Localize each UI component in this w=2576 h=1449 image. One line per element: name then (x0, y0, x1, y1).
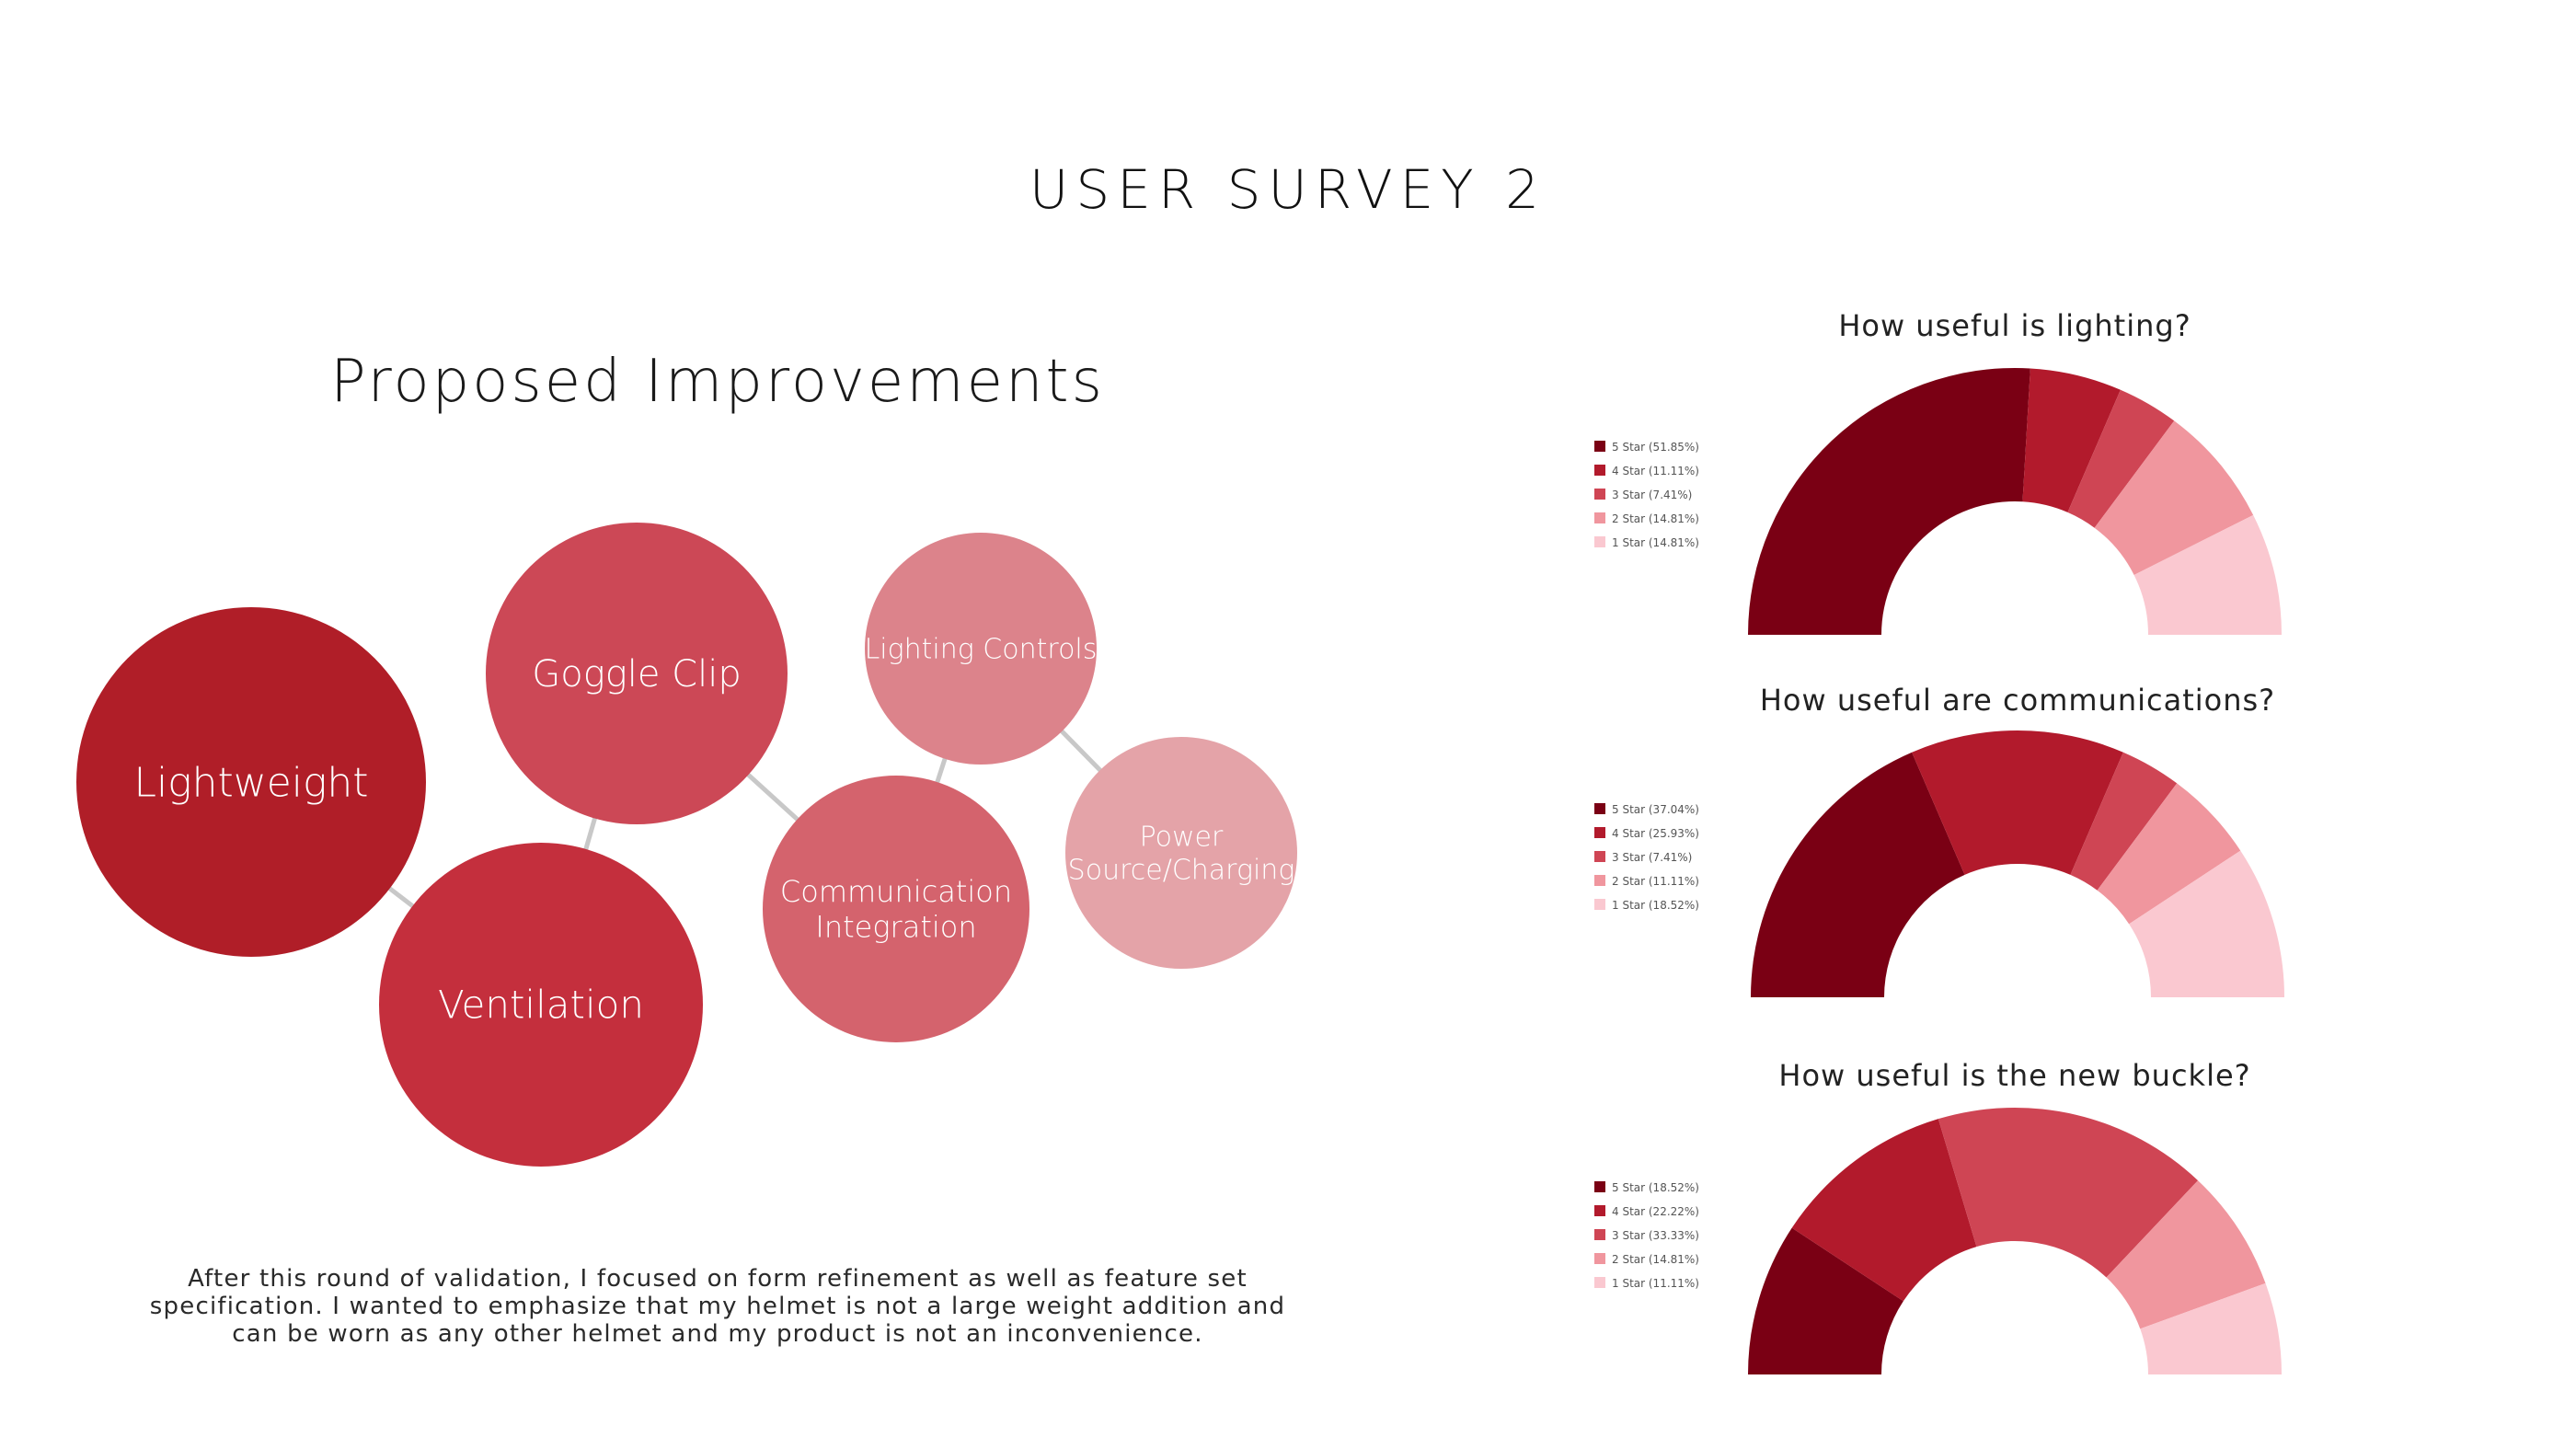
legend-label: 2 Star (14.81%) (1612, 512, 1699, 525)
legend-label: 4 Star (25.93%) (1612, 827, 1699, 840)
donut-slice-1-star (2133, 514, 2282, 635)
bubble-lighting-controls: Lighting Controls (865, 533, 1098, 765)
bubble-circle-lighting-controls (865, 533, 1097, 765)
legend-label: 4 Star (11.11%) (1612, 465, 1699, 477)
donut-slice-2-star (2097, 783, 2241, 925)
half-donut-chart-2: How useful are communications? 5 Star (37… (1594, 683, 2284, 997)
legend-swatch (1594, 875, 1605, 886)
donut-slice-4-star (2022, 368, 2121, 512)
bubble-circle-lightweight (76, 607, 426, 957)
donut-slice-5-star (1751, 752, 1965, 997)
half-donut-chart-1: How useful is lighting? 5 Star (51.85%) 4 … (1594, 308, 2282, 635)
legend-swatch (1594, 441, 1605, 452)
legend-swatch (1594, 827, 1605, 838)
description-paragraph: After this round of validation, I focuse… (149, 1265, 1286, 1348)
donut-slice-4-star (1912, 730, 2123, 875)
chart-legend: 5 Star (51.85%) 4 Star (11.11%) 3 Star (7.… (1594, 441, 1699, 549)
legend-label: 5 Star (37.04%) (1612, 803, 1699, 816)
donut-slice-1-star (2140, 1282, 2282, 1374)
donut-slice-3-star (2070, 752, 2178, 891)
chart-title: How useful is lighting? (1838, 308, 2191, 343)
donut-slice-2-star (2106, 1180, 2266, 1329)
chart-title: How useful are communications? (1760, 683, 2275, 718)
legend-label: 2 Star (11.11%) (1612, 875, 1699, 888)
donut-slice-2-star (2094, 420, 2254, 575)
half-donut-chart-3: How useful is the new buckle? 5 Star (18.… (1594, 1058, 2282, 1374)
legend-swatch (1594, 899, 1605, 910)
legend-swatch (1594, 512, 1605, 523)
bubble-label-lightweight: Lightweight (133, 759, 368, 806)
page-title: USER SURVEY 2 (1029, 158, 1547, 221)
legend-swatch (1594, 536, 1605, 547)
bubble-circle-ventilation (379, 843, 703, 1167)
donut-slice-4-star (1791, 1119, 1977, 1302)
legend-label: 1 Star (18.52%) (1612, 899, 1699, 912)
bubble-label-ventilation: Ventilation (438, 983, 644, 1028)
donut-slice-5-star (1748, 1227, 1903, 1374)
donut-slice-3-star (2067, 389, 2175, 528)
chart-legend: 5 Star (18.52%) 4 Star (22.22%) 3 Star (33… (1594, 1181, 1699, 1290)
legend-label: 5 Star (18.52%) (1612, 1181, 1699, 1194)
chart-title: How useful is the new buckle? (1778, 1058, 2250, 1093)
legend-label: 3 Star (7.41%) (1612, 851, 1692, 864)
donut-slice-3-star (1938, 1108, 2199, 1278)
legend-label: 4 Star (22.22%) (1612, 1205, 1699, 1218)
bubble-label-communication-integration: Integration (815, 909, 976, 944)
legend-label: 5 Star (51.85%) (1612, 441, 1699, 454)
bubble-circle-communication-integration (763, 776, 1029, 1042)
legend-swatch (1594, 1229, 1605, 1240)
legend-label: 1 Star (11.11%) (1612, 1277, 1699, 1290)
legend-swatch (1594, 1253, 1605, 1264)
bubble-goggle-clip: Goggle Clip (486, 523, 788, 824)
bubble-label-communication-integration: Communication (780, 874, 1012, 909)
bubble-label-power-source-charging: Power (1140, 822, 1224, 854)
section-title: Proposed Improvements (330, 348, 1105, 416)
bubble-lightweight: Lightweight (76, 607, 426, 957)
legend-label: 1 Star (14.81%) (1612, 536, 1699, 549)
legend-swatch (1594, 1205, 1605, 1216)
legend-label: 3 Star (33.33%) (1612, 1229, 1699, 1242)
donut-slice-5-star (1748, 368, 2030, 635)
legend-swatch (1594, 1277, 1605, 1288)
legend-label: 2 Star (14.81%) (1612, 1253, 1699, 1266)
legend-swatch (1594, 851, 1605, 862)
bubble-ventilation: Ventilation (379, 843, 703, 1167)
legend-label: 3 Star (7.41%) (1612, 489, 1692, 501)
legend-swatch (1594, 803, 1605, 814)
bubble-circle-power-source-charging (1065, 737, 1297, 969)
legend-swatch (1594, 465, 1605, 476)
legend-swatch (1594, 489, 1605, 500)
legend-swatch (1594, 1181, 1605, 1192)
donut-slice-1-star (2129, 850, 2284, 997)
chart-legend: 5 Star (37.04%) 4 Star (25.93%) 3 Star (7.… (1594, 803, 1699, 912)
bubble-label-power-source-charging: Source/Charging (1068, 855, 1295, 887)
bubble-circle-goggle-clip (486, 523, 788, 824)
bubble-label-lighting-controls: Lighting Controls (865, 634, 1098, 666)
bubble-label-goggle-clip: Goggle Clip (532, 653, 741, 696)
